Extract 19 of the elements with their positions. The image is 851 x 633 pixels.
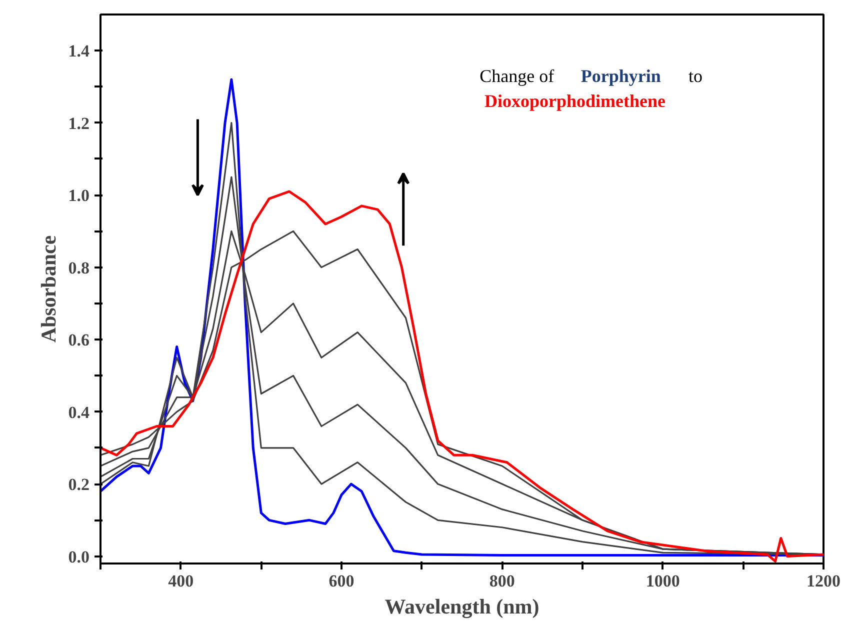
annotation: Porphyrin xyxy=(580,66,661,86)
annotation: to xyxy=(688,66,703,86)
annotation: Change of xyxy=(480,66,554,86)
y-tick-label: 1.2 xyxy=(68,114,90,133)
y-axis-title: Absorbance xyxy=(36,235,60,343)
text: 0.0 xyxy=(68,547,90,566)
y-tick-label: 0.4 xyxy=(68,402,90,422)
x-tick-label: 600 xyxy=(328,572,354,590)
x-tick-label: 1200 xyxy=(806,572,840,590)
y-tick-label: 1.4 xyxy=(68,42,90,61)
x-axis-title: Wavelength (nm) xyxy=(384,594,540,618)
x-tick-label: 400 xyxy=(168,572,194,590)
y-tick-label: 0.6 xyxy=(68,330,90,350)
y-tick-label: 1.0 xyxy=(68,186,90,206)
x-tick-label: 1000 xyxy=(646,572,680,590)
y-tick-label: 0.8 xyxy=(68,258,90,278)
y-tick-label: 0.2 xyxy=(68,475,90,494)
x-tick-label: 800 xyxy=(489,572,515,590)
annotation: Dioxoporphodimethene xyxy=(484,91,666,112)
